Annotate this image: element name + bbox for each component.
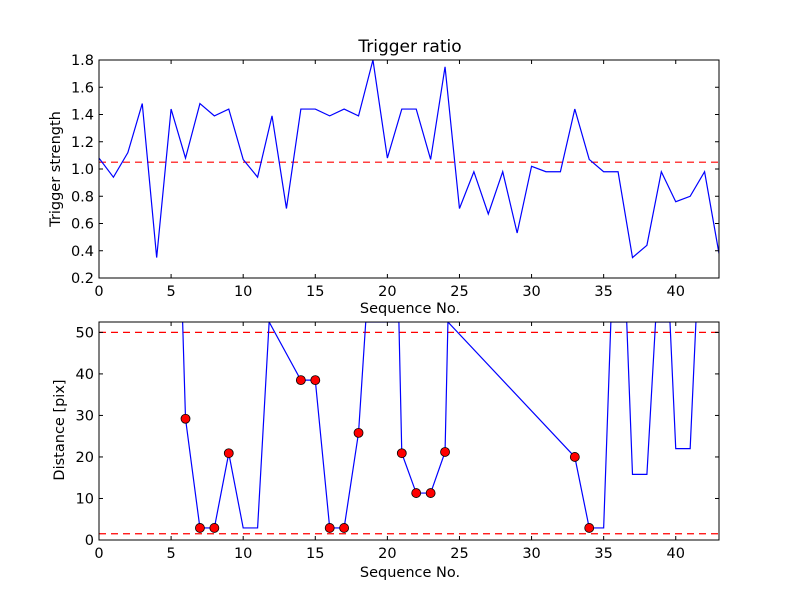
data-point	[569, 452, 580, 462]
y-axis-label: Distance [pix]	[52, 379, 68, 480]
y-tick-label: 1.0	[71, 162, 94, 178]
y-tick-label: 0	[85, 533, 94, 549]
x-tick-label: 40	[667, 546, 685, 562]
y-axis-label: Trigger strength	[48, 111, 64, 228]
x-tick-label: 0	[94, 546, 103, 562]
chart-title: Trigger ratio	[357, 37, 461, 57]
y-tick-label: 0.6	[71, 217, 94, 233]
x-tick-label: 10	[234, 546, 252, 562]
data-point	[324, 523, 335, 533]
series-line	[99, 60, 719, 259]
data-point	[584, 523, 595, 533]
y-tick-label: 1.4	[71, 108, 94, 124]
x-tick-label: 0	[94, 284, 103, 300]
y-tick-label: 10	[76, 491, 94, 507]
x-tick-label: 35	[594, 546, 612, 562]
x-tick-label: 15	[306, 546, 324, 562]
x-tick-label: 40	[667, 284, 685, 300]
y-tick-label: 20	[76, 450, 94, 466]
x-tick-label: 30	[522, 284, 540, 300]
data-point	[425, 488, 436, 498]
data-point	[353, 427, 364, 438]
y-tick-label: 1.6	[71, 80, 94, 96]
y-tick-label: 50	[76, 325, 94, 341]
y-tick-label: 1.8	[71, 53, 94, 69]
y-tick-label: 1.2	[71, 135, 94, 151]
data-point	[180, 413, 191, 424]
data-point	[396, 448, 407, 459]
x-tick-label: 5	[166, 284, 175, 300]
y-tick-label: 40	[76, 367, 94, 383]
series-line	[182, 322, 697, 529]
x-axis-label: Sequence No.	[360, 565, 460, 581]
data-point	[209, 523, 220, 533]
plot-frame	[98, 321, 720, 541]
x-tick-label: 35	[594, 284, 612, 300]
data-point	[223, 448, 234, 459]
x-tick-label: 20	[378, 546, 396, 562]
data-point	[310, 375, 321, 386]
x-tick-label: 30	[522, 546, 540, 562]
distance-chart: Sequence No. Distance [pix] 0 5 10 15 20 25 30…	[52, 321, 720, 581]
x-tick-label: 25	[450, 546, 468, 562]
x-tick-label: 5	[166, 546, 175, 562]
plot-frame	[98, 59, 720, 279]
y-tick-label: 0.8	[71, 189, 94, 205]
data-point	[195, 523, 205, 533]
x-axis-label: Sequence No.	[360, 301, 460, 317]
y-tick-label: 30	[76, 408, 94, 424]
x-tick-label: 10	[234, 284, 252, 300]
x-tick-label: 20	[378, 284, 396, 300]
x-tick-label: 15	[306, 284, 324, 300]
data-point	[440, 447, 450, 457]
data-point	[295, 375, 306, 386]
y-tick-label: 0.2	[71, 271, 94, 287]
trigger-ratio-chart: Trigger ratio Sequence No. Trigger stren…	[48, 37, 720, 317]
x-tick-label: 25	[450, 284, 468, 300]
y-tick-label: 0.4	[71, 244, 94, 260]
data-point	[411, 488, 422, 498]
data-point	[339, 523, 350, 533]
